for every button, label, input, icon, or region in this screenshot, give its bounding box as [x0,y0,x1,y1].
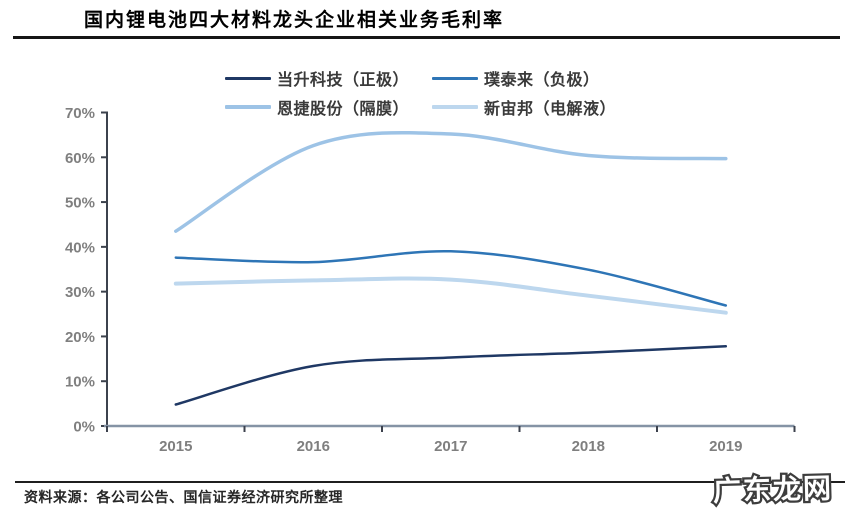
y-tick-label: 50% [65,195,95,212]
legend-swatch-enjie [225,105,271,109]
legend-label-xinzhoubang: 新宙邦（电解液） [484,101,617,118]
legend-item-enjie: 恩捷股份（隔膜） [225,96,432,118]
watermark-logo: 广东龙网 [710,469,835,509]
y-tick-label: 70% [65,105,95,122]
x-tick-label: 2017 [434,438,467,455]
legend-label-enjie: 恩捷股份（隔膜） [277,101,410,118]
x-tick-label: 2018 [572,438,605,455]
legend-item-putailai: 璞泰来（负极） [432,67,616,89]
legend-swatch-dangsheng [225,76,271,80]
chart-title: 国内锂电池四大材料龙头企业相关业务毛利率 [84,10,505,31]
y-tick-label: 20% [65,329,95,346]
y-tick-label: 60% [65,150,95,167]
legend-label-putailai: 璞泰来（负极） [484,72,600,89]
legend: 当升科技（正极） 璞泰来（负极） 恩捷股份（隔膜） 新宙邦（电解液） [225,67,616,118]
y-tick-label: 0% [73,419,95,436]
source-note: 资料来源：各公司公告、国信证券经济研究所整理 [24,491,343,506]
series-line-1 [174,249,728,307]
x-tick-label: 2016 [297,438,330,455]
x-tick-label: 2015 [159,438,192,455]
legend-item-dangsheng: 当升科技（正极） [225,67,432,89]
y-tick-label: 10% [65,374,95,391]
title-rule [13,36,840,39]
legend-label-dangsheng: 当升科技（正极） [277,72,410,89]
watermark-text: 广东龙网 [713,472,834,507]
legend-swatch-putailai [432,76,478,80]
footer-rule [15,481,845,483]
y-tick-label: 40% [65,239,95,256]
legend-swatch-xinzhoubang [432,105,478,109]
series-line-3 [173,276,728,315]
x-tick-label: 2019 [709,438,742,455]
series-line-0 [174,345,728,406]
legend-item-xinzhoubang: 新宙邦（电解液） [432,96,616,118]
y-tick-label: 30% [65,284,95,301]
series-line-2 [174,130,728,233]
